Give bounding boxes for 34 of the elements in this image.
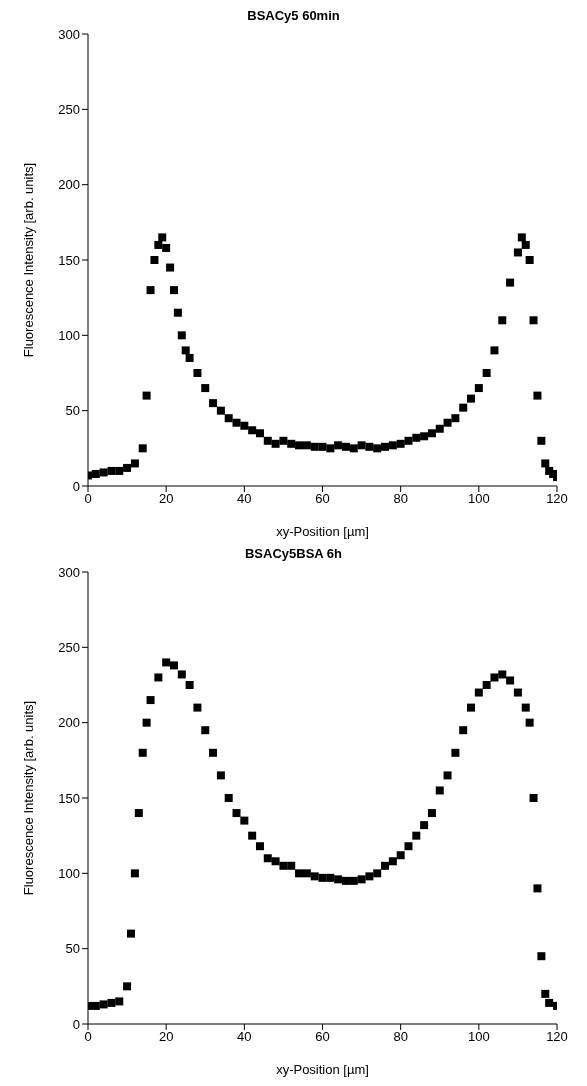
y-axis-title: Fluorescence Intensity [arb. units] <box>20 700 36 896</box>
y-tick-label: 50 <box>65 941 80 957</box>
x-tick-label: 60 <box>315 491 330 507</box>
x-tick-label: 20 <box>158 491 174 507</box>
x-tick-label: 0 <box>84 491 92 507</box>
y-tick-label: 100 <box>58 327 80 343</box>
y-tick-label: 150 <box>58 790 80 806</box>
x-tick-label: 120 <box>546 491 568 507</box>
y-tick-label: 50 <box>65 403 80 419</box>
y-tick-label: 200 <box>58 715 80 731</box>
x-tick-label: 40 <box>237 491 252 507</box>
x-tick-label: 0 <box>84 1029 92 1045</box>
x-tick-label: 120 <box>546 1029 568 1045</box>
x-tick-label: 80 <box>393 491 408 507</box>
y-tick-label: 250 <box>58 101 80 117</box>
y-tick-label: 300 <box>58 564 80 580</box>
y-tick-label: 150 <box>58 252 80 268</box>
y-tick-label: 0 <box>72 478 80 494</box>
x-axis-title: xy-Position [µm] <box>276 1062 369 1077</box>
chart-title: BSACy5 60min <box>246 8 341 25</box>
y-tick-label: 100 <box>58 865 80 881</box>
y-tick-label: 250 <box>58 639 80 655</box>
x-tick-label: 100 <box>467 491 490 507</box>
chart-title: BSACy5BSA 6h <box>243 546 343 563</box>
x-tick-label: 80 <box>393 1029 408 1045</box>
y-tick-label: 200 <box>58 177 80 193</box>
y-tick-label: 300 <box>58 26 80 42</box>
y-axis-title: Fluorescence Intensity [arb. units] <box>20 162 36 358</box>
x-tick-label: 100 <box>467 1029 490 1045</box>
x-tick-label: 60 <box>315 1029 330 1045</box>
x-tick-label: 40 <box>237 1029 252 1045</box>
x-tick-label: 20 <box>158 1029 174 1045</box>
y-tick-label: 0 <box>72 1016 80 1032</box>
x-axis-title: xy-Position [µm] <box>276 524 369 539</box>
